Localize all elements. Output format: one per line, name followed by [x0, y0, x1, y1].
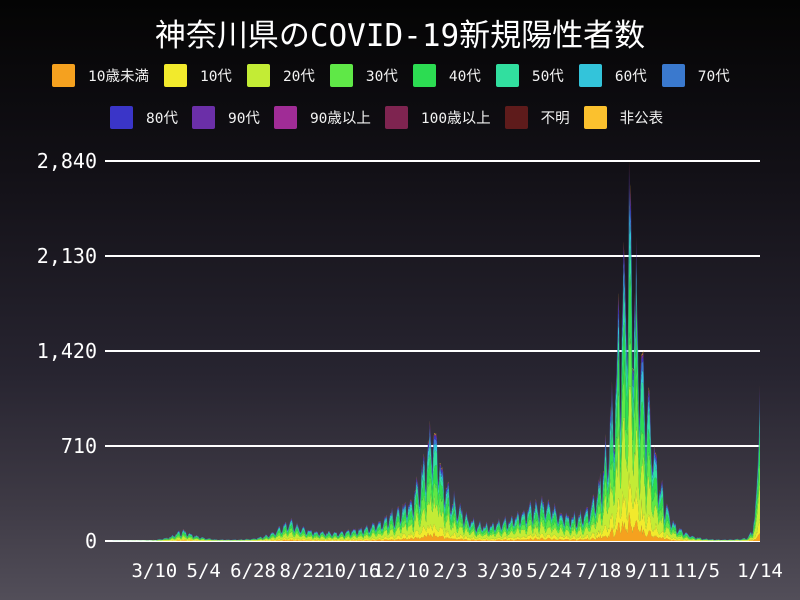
area-series-20代 [105, 385, 760, 541]
x-tick-label: 5/24 [526, 560, 572, 582]
legend-swatch-70代 [661, 64, 685, 87]
legend-item-不明: 不明 [504, 106, 570, 129]
x-tick-label: 3/10 [131, 560, 177, 582]
x-tick-label: 1/14 [737, 560, 783, 582]
legend-swatch-100歳以上 [384, 106, 408, 129]
legend-row-1: 10歳未満 10代 20代 30代 40代 50代 60代 70代 [52, 64, 730, 87]
y-tick-label: 0 [85, 529, 97, 553]
y-tick-label: 2,840 [37, 149, 97, 173]
legend-item-60代: 60代 [578, 64, 647, 87]
x-tick-label: 9/11 [625, 560, 671, 582]
stacked-areas [105, 161, 760, 542]
area-series-10歳未満 [105, 511, 760, 541]
legend-label: 70代 [697, 69, 730, 85]
legend-label: 非公表 [619, 111, 664, 127]
x-tick-label: 12/10 [372, 560, 429, 582]
legend-label: 20代 [282, 69, 315, 85]
y-tick-label: 2,130 [37, 244, 97, 268]
legend-swatch-20代 [246, 64, 270, 87]
legend-row-2: 80代 90代 90歳以上 100歳以上 不明 非公表 [110, 106, 663, 129]
legend-swatch-90代 [191, 106, 215, 129]
y-tick-label: 1,420 [37, 339, 97, 363]
x-tick-label: 8/22 [280, 560, 326, 582]
legend-item-非公表: 非公表 [583, 106, 664, 129]
legend-label: 10歳未満 [88, 69, 149, 85]
x-tick-label: 11/5 [674, 560, 720, 582]
legend-swatch-80代 [110, 106, 133, 129]
x-tick-label: 5/4 [187, 560, 221, 582]
x-tick-label: 7/18 [576, 560, 622, 582]
area-series-40代 [105, 257, 760, 541]
x-tick-label: 6/28 [230, 560, 276, 582]
legend-item-90代: 90代 [191, 106, 260, 129]
x-tick-label: 2/3 [433, 560, 467, 582]
legend-swatch-40代 [412, 64, 436, 87]
legend-item-40代: 40代 [412, 64, 481, 87]
legend-item-90歳以上: 90歳以上 [273, 106, 371, 129]
legend-swatch-50代 [495, 64, 519, 87]
legend-swatch-90歳以上 [273, 106, 297, 129]
legend-label: 100歳以上 [420, 111, 491, 127]
chart-title: 神奈川県のCOVID-19新規陽性者数 [154, 18, 646, 54]
legend-item-10代: 10代 [163, 64, 232, 87]
legend-label: 10代 [199, 69, 232, 85]
legend-label: 40代 [448, 69, 481, 85]
legend-swatch-不明 [504, 106, 528, 129]
legend-label: 60代 [614, 69, 647, 85]
legend-swatch-60代 [578, 64, 602, 87]
legend-label: 90歳以上 [309, 111, 371, 127]
legend-item-70代: 70代 [661, 64, 730, 87]
legend-swatch-30代 [329, 64, 353, 87]
legend-item-80代: 80代 [110, 106, 178, 129]
y-tick-label: 710 [61, 434, 97, 458]
legend-swatch-10代 [163, 64, 187, 87]
x-tick-label: 10/16 [323, 560, 380, 582]
legend-label: 90代 [227, 111, 260, 127]
area-series-30代 [105, 331, 760, 541]
x-tick-label: 3/30 [477, 560, 523, 582]
legend-item-30代: 30代 [329, 64, 398, 87]
legend-swatch-10歳未満 [52, 64, 75, 87]
legend-item-100歳以上: 100歳以上 [384, 106, 491, 129]
legend-label: 30代 [365, 69, 398, 85]
legend-item-20代: 20代 [246, 64, 315, 87]
legend-label: 80代 [146, 111, 178, 127]
legend-label: 不明 [540, 111, 570, 127]
legend-label: 50代 [531, 69, 564, 85]
y-axis-labels: 0 710 1,420 2,130 2,840 [37, 149, 97, 553]
area-series-10代 [105, 471, 760, 541]
legend-swatch-非公表 [583, 106, 607, 129]
legend-item-50代: 50代 [495, 64, 564, 87]
legend-item-10歳未満: 10歳未満 [52, 64, 149, 87]
